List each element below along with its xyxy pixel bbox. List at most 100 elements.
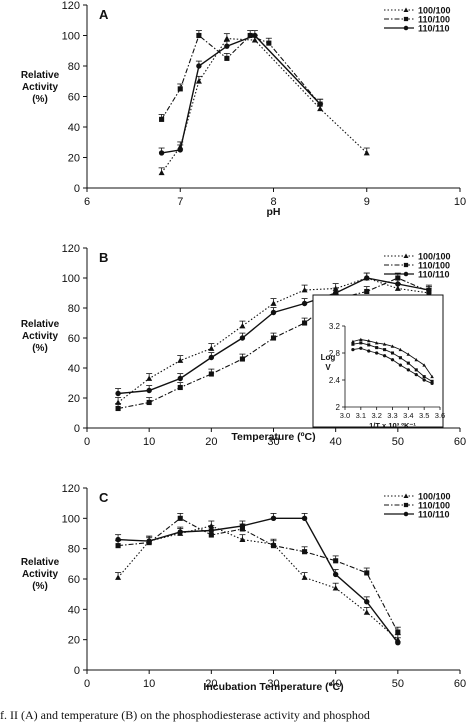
data-point: [364, 570, 370, 576]
data-point: [239, 323, 246, 329]
y-tick-label: 120: [62, 0, 80, 12]
y-axis-label: Relative: [21, 70, 60, 81]
series-110-100: [115, 272, 432, 412]
legend-entry: 110/100: [418, 15, 450, 25]
legend-marker: [403, 25, 409, 31]
data-point: [208, 527, 215, 534]
data-point: [363, 609, 370, 615]
legend-marker: [403, 271, 409, 277]
data-point: [364, 275, 370, 281]
inset-data-point: [366, 339, 371, 343]
series-110-110: [115, 513, 401, 646]
data-point: [332, 585, 339, 591]
inset-data-point: [430, 374, 434, 379]
data-point: [247, 32, 253, 39]
x-tick-label: 8: [270, 196, 276, 208]
data-point: [146, 538, 152, 544]
y-tick-label: 0: [74, 423, 80, 435]
data-point: [239, 335, 246, 341]
panel-a: 0 20 40 60 80 100 120 6 7 8 9 10 A RelativeActivity(%…: [21, 0, 466, 218]
inset-y-tick-label: 2.8: [329, 349, 341, 358]
y-tick-label: 0: [74, 183, 80, 195]
series-110-100: [158, 30, 324, 122]
y-tick-label: 100: [62, 273, 80, 285]
data-point: [224, 43, 230, 49]
data-point: [115, 574, 122, 580]
inset-data-point: [422, 378, 426, 382]
inset-x-tick-label: 3.5: [419, 411, 429, 420]
inset-x-axis-label: 1/T x 10³ ºK⁻¹: [369, 421, 416, 430]
y-axis-label: (%): [32, 94, 48, 105]
data-point: [196, 32, 202, 39]
y-tick-label: 20: [68, 393, 80, 405]
inset-data-point: [406, 361, 410, 365]
inset-x-tick-label: 3.1: [356, 411, 366, 420]
inset-x-tick-label: 3.6: [435, 411, 445, 420]
y-axis-label: Activity: [22, 569, 59, 580]
data-point: [394, 285, 401, 291]
y-tick-label: 80: [68, 61, 80, 73]
data-point: [395, 629, 401, 635]
data-point: [333, 558, 339, 564]
x-tick-label: 40: [330, 678, 342, 690]
series-line: [118, 517, 399, 644]
data-point: [301, 515, 308, 522]
series-line: [161, 34, 321, 154]
data-point: [239, 523, 246, 529]
data-point: [158, 169, 165, 176]
data-point: [177, 147, 183, 153]
y-tick-label: 20: [68, 153, 80, 165]
inset-data-point: [422, 363, 426, 367]
inset-data-point: [390, 344, 395, 348]
series-110-100: [115, 513, 401, 635]
inset-data-point: [367, 349, 371, 353]
inset-data-point: [383, 348, 387, 352]
inset-data-point: [414, 357, 419, 362]
data-point: [195, 78, 202, 84]
data-point: [177, 375, 183, 382]
legend-marker: [403, 502, 409, 508]
data-point: [223, 35, 230, 41]
panel-c: 0 20 40 60 80 100 120 0 10 20 30 40 50 60 C RelativeAct…: [21, 483, 466, 693]
data-point: [159, 116, 165, 122]
x-axis-label: pH: [267, 206, 281, 218]
data-point: [317, 105, 324, 112]
inset-y-axis-label: V: [325, 363, 331, 372]
x-tick-label: 60: [454, 436, 466, 448]
data-point: [317, 101, 323, 107]
x-tick-label: 10: [454, 196, 466, 208]
panel-b: 0 20 40 60 80 100 120 0 10 20 30 40 50 60 B RelativeAct…: [21, 243, 466, 448]
y-axis-label: Activity: [22, 82, 59, 93]
inset-x-tick-label: 3.3: [387, 411, 397, 420]
data-point: [239, 526, 245, 532]
y-tick-label: 120: [62, 243, 80, 255]
data-point: [270, 335, 277, 341]
legend-marker: [403, 262, 409, 268]
inset-series-110-110: [351, 346, 434, 385]
y-tick-label: 60: [68, 574, 80, 586]
inset-data-point: [414, 372, 418, 377]
data-point: [364, 288, 370, 295]
x-tick-label: 20: [205, 678, 217, 690]
data-point: [239, 356, 245, 362]
inset-data-point: [375, 346, 379, 350]
inset-y-axis-label: Log: [321, 353, 336, 362]
legend-entry: 110/100: [418, 261, 450, 271]
data-point: [177, 529, 183, 535]
series-line: [118, 517, 399, 633]
legend-entry: 110/110: [418, 24, 450, 34]
data-point: [332, 290, 339, 296]
data-point: [146, 387, 152, 394]
x-axis-label: Incubation Temperature (ºC): [203, 681, 343, 693]
inset-data-point: [406, 352, 411, 356]
x-tick-label: 50: [392, 436, 404, 448]
data-point: [115, 536, 121, 543]
data-point: [115, 405, 121, 412]
y-axis-label: Activity: [22, 331, 59, 342]
inset-data-point: [351, 348, 355, 352]
data-point: [158, 150, 165, 156]
